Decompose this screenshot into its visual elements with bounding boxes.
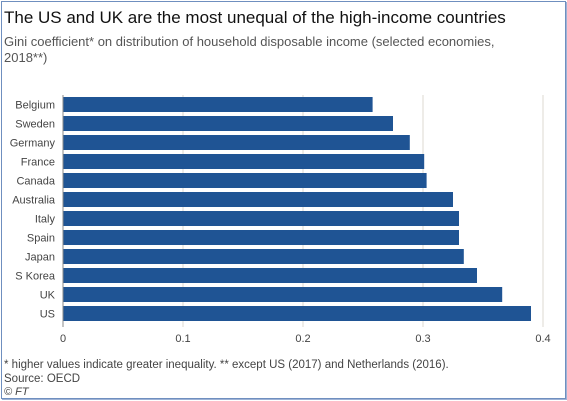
x-tick-label: 0.3	[415, 333, 430, 345]
category-label: Belgium	[15, 100, 55, 112]
chart-subtitle: Gini coefficient* on distribution of hou…	[4, 34, 495, 65]
bar-uk	[63, 287, 503, 302]
bar-france	[63, 154, 425, 169]
bar-sweden	[63, 116, 393, 131]
category-label: US	[40, 309, 55, 321]
x-tick-label: 0	[60, 333, 66, 345]
category-label: Germany	[10, 138, 56, 150]
bar-chart: 0 0.1 0.2 0.3 0.4 Belgium Sweden Germany France C…	[10, 95, 551, 345]
category-label: Italy	[35, 214, 56, 226]
category-label: France	[21, 157, 55, 169]
bar-australia	[63, 192, 453, 207]
category-label: Australia	[12, 195, 56, 207]
category-label: S Korea	[15, 271, 56, 283]
chart-title: The US and UK are the most unequal of th…	[4, 8, 506, 27]
ft-credit: © FT	[4, 386, 29, 398]
bar-us	[63, 306, 531, 321]
category-label: UK	[40, 290, 56, 302]
x-tick-label: 0.2	[295, 333, 310, 345]
bar-japan	[63, 249, 464, 264]
x-tick-label: 0.4	[535, 333, 550, 345]
source-line: Source: OECD	[4, 373, 81, 385]
category-label: Spain	[27, 233, 55, 245]
category-label: Canada	[16, 176, 55, 188]
bar-italy	[63, 211, 459, 226]
bar-belgium	[63, 97, 373, 112]
bar-spain	[63, 230, 459, 245]
bar-s-korea	[63, 268, 477, 283]
category-label: Japan	[25, 252, 55, 264]
bar-germany	[63, 135, 410, 150]
x-tick-label: 0.1	[175, 333, 190, 345]
bar-canada	[63, 173, 427, 188]
category-label: Sweden	[15, 119, 55, 131]
footnote: * higher values indicate greater inequal…	[4, 359, 449, 371]
